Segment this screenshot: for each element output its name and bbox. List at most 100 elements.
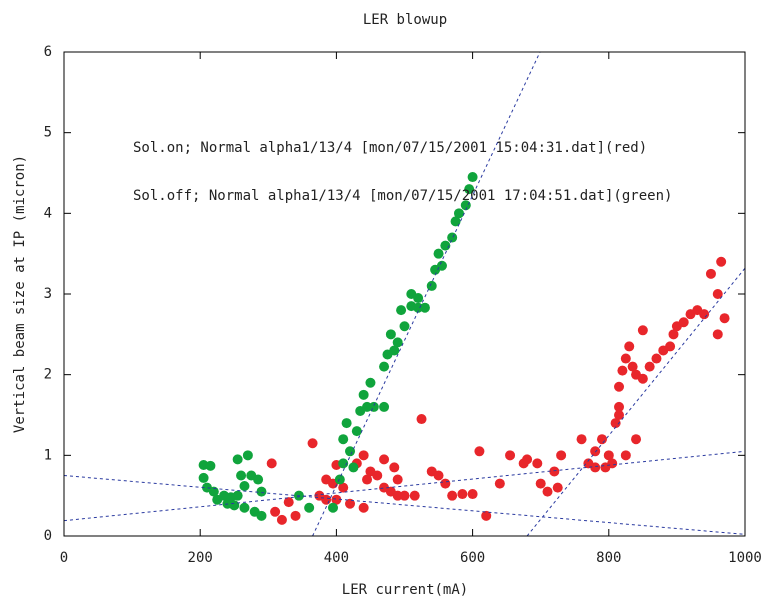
point bbox=[385, 329, 396, 340]
legend-entry: Sol.on; Normal alpha1/13/4 [mon/07/15/20… bbox=[133, 140, 647, 156]
point bbox=[307, 438, 318, 449]
point bbox=[535, 478, 546, 489]
point bbox=[637, 373, 648, 384]
point bbox=[637, 325, 648, 336]
point bbox=[668, 329, 679, 340]
x-tick-label: 200 bbox=[188, 550, 213, 566]
point bbox=[345, 446, 356, 457]
point bbox=[719, 313, 730, 324]
point bbox=[610, 418, 621, 429]
point bbox=[229, 500, 240, 511]
point bbox=[345, 498, 356, 509]
point bbox=[392, 337, 403, 348]
x-tick-label: 800 bbox=[596, 550, 621, 566]
point bbox=[460, 200, 471, 211]
point bbox=[416, 414, 427, 425]
fit-line bbox=[64, 475, 745, 535]
point bbox=[232, 490, 243, 501]
fit-line bbox=[64, 450, 745, 522]
fit-line bbox=[526, 267, 745, 536]
point bbox=[358, 450, 369, 461]
point bbox=[321, 494, 332, 505]
point bbox=[665, 341, 676, 352]
point bbox=[358, 502, 369, 513]
x-tick-label: 400 bbox=[324, 550, 349, 566]
point bbox=[399, 321, 410, 332]
point bbox=[242, 450, 253, 461]
point bbox=[617, 365, 628, 376]
point bbox=[716, 256, 727, 267]
point bbox=[542, 486, 553, 497]
y-tick-label: 6 bbox=[44, 44, 52, 60]
point bbox=[433, 470, 444, 481]
point bbox=[705, 268, 716, 279]
x-tick-label: 600 bbox=[460, 550, 485, 566]
point bbox=[399, 490, 410, 501]
point bbox=[624, 341, 635, 352]
point bbox=[368, 401, 379, 412]
point bbox=[474, 446, 485, 457]
y-tick-label: 0 bbox=[44, 528, 52, 544]
point bbox=[467, 172, 478, 183]
y-tick-label: 3 bbox=[44, 286, 52, 302]
point bbox=[341, 418, 352, 429]
y-tick-label: 5 bbox=[44, 125, 52, 141]
y-tick-label: 1 bbox=[44, 447, 52, 463]
point bbox=[678, 317, 689, 328]
point bbox=[290, 510, 301, 521]
point bbox=[372, 470, 383, 481]
point bbox=[348, 462, 359, 473]
point bbox=[379, 454, 390, 465]
point bbox=[712, 289, 723, 299]
point bbox=[614, 401, 625, 412]
point bbox=[331, 494, 342, 505]
point bbox=[440, 478, 451, 489]
point bbox=[270, 506, 281, 517]
point bbox=[256, 486, 267, 497]
point bbox=[457, 489, 468, 500]
point bbox=[505, 450, 516, 461]
point bbox=[365, 377, 376, 388]
legend-entry: Sol.off; Normal alpha1/13/4 [mon/07/15/2… bbox=[133, 188, 672, 204]
point bbox=[603, 450, 614, 461]
point bbox=[396, 305, 407, 316]
point bbox=[590, 462, 601, 473]
point bbox=[239, 502, 250, 513]
point bbox=[358, 389, 369, 400]
point bbox=[631, 434, 642, 445]
y-tick-label: 2 bbox=[44, 367, 52, 383]
point bbox=[447, 490, 458, 501]
point bbox=[433, 248, 444, 259]
point bbox=[447, 232, 458, 243]
chart-title: LER blowup bbox=[363, 12, 447, 28]
point bbox=[576, 434, 587, 445]
point bbox=[627, 361, 638, 372]
point bbox=[304, 502, 315, 513]
point bbox=[450, 216, 461, 227]
point bbox=[253, 474, 264, 485]
point bbox=[481, 510, 492, 521]
point bbox=[464, 184, 475, 195]
plot-frame bbox=[63, 51, 746, 537]
point bbox=[549, 466, 560, 477]
point bbox=[338, 434, 349, 445]
point bbox=[338, 458, 349, 469]
point bbox=[409, 490, 420, 501]
point bbox=[453, 208, 464, 219]
point bbox=[532, 458, 543, 469]
point bbox=[436, 260, 447, 271]
point bbox=[351, 426, 362, 437]
point bbox=[413, 293, 424, 304]
point bbox=[651, 353, 662, 364]
x-tick-label: 1000 bbox=[728, 550, 762, 566]
point bbox=[232, 454, 243, 465]
y-tick-label: 4 bbox=[44, 205, 52, 221]
point bbox=[426, 280, 437, 291]
point bbox=[712, 329, 723, 340]
point bbox=[205, 460, 216, 471]
point bbox=[600, 462, 611, 473]
point bbox=[392, 474, 403, 485]
point bbox=[276, 514, 287, 525]
x-tick-label: 0 bbox=[60, 550, 68, 566]
